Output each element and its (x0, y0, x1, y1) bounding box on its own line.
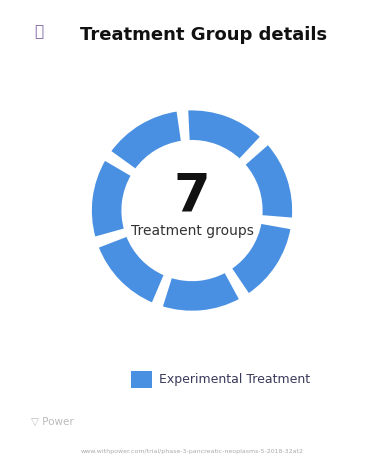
Wedge shape (110, 110, 182, 170)
Wedge shape (231, 223, 291, 294)
Wedge shape (98, 236, 165, 304)
Text: 👥: 👥 (34, 24, 43, 39)
Wedge shape (244, 144, 293, 219)
Text: 7: 7 (174, 170, 210, 222)
Wedge shape (162, 272, 240, 312)
Bar (131, 371, 152, 388)
Text: www.withpower.com/trial/phase-3-pancreatic-neoplasms-5-2018-32at2: www.withpower.com/trial/phase-3-pancreat… (81, 450, 303, 454)
Text: Treatment groups: Treatment groups (131, 224, 253, 238)
Text: ▽ Power: ▽ Power (31, 417, 73, 427)
Wedge shape (91, 159, 132, 238)
Wedge shape (187, 109, 261, 160)
Text: Experimental Treatment: Experimental Treatment (159, 373, 311, 386)
Text: Treatment Group details: Treatment Group details (80, 26, 327, 44)
